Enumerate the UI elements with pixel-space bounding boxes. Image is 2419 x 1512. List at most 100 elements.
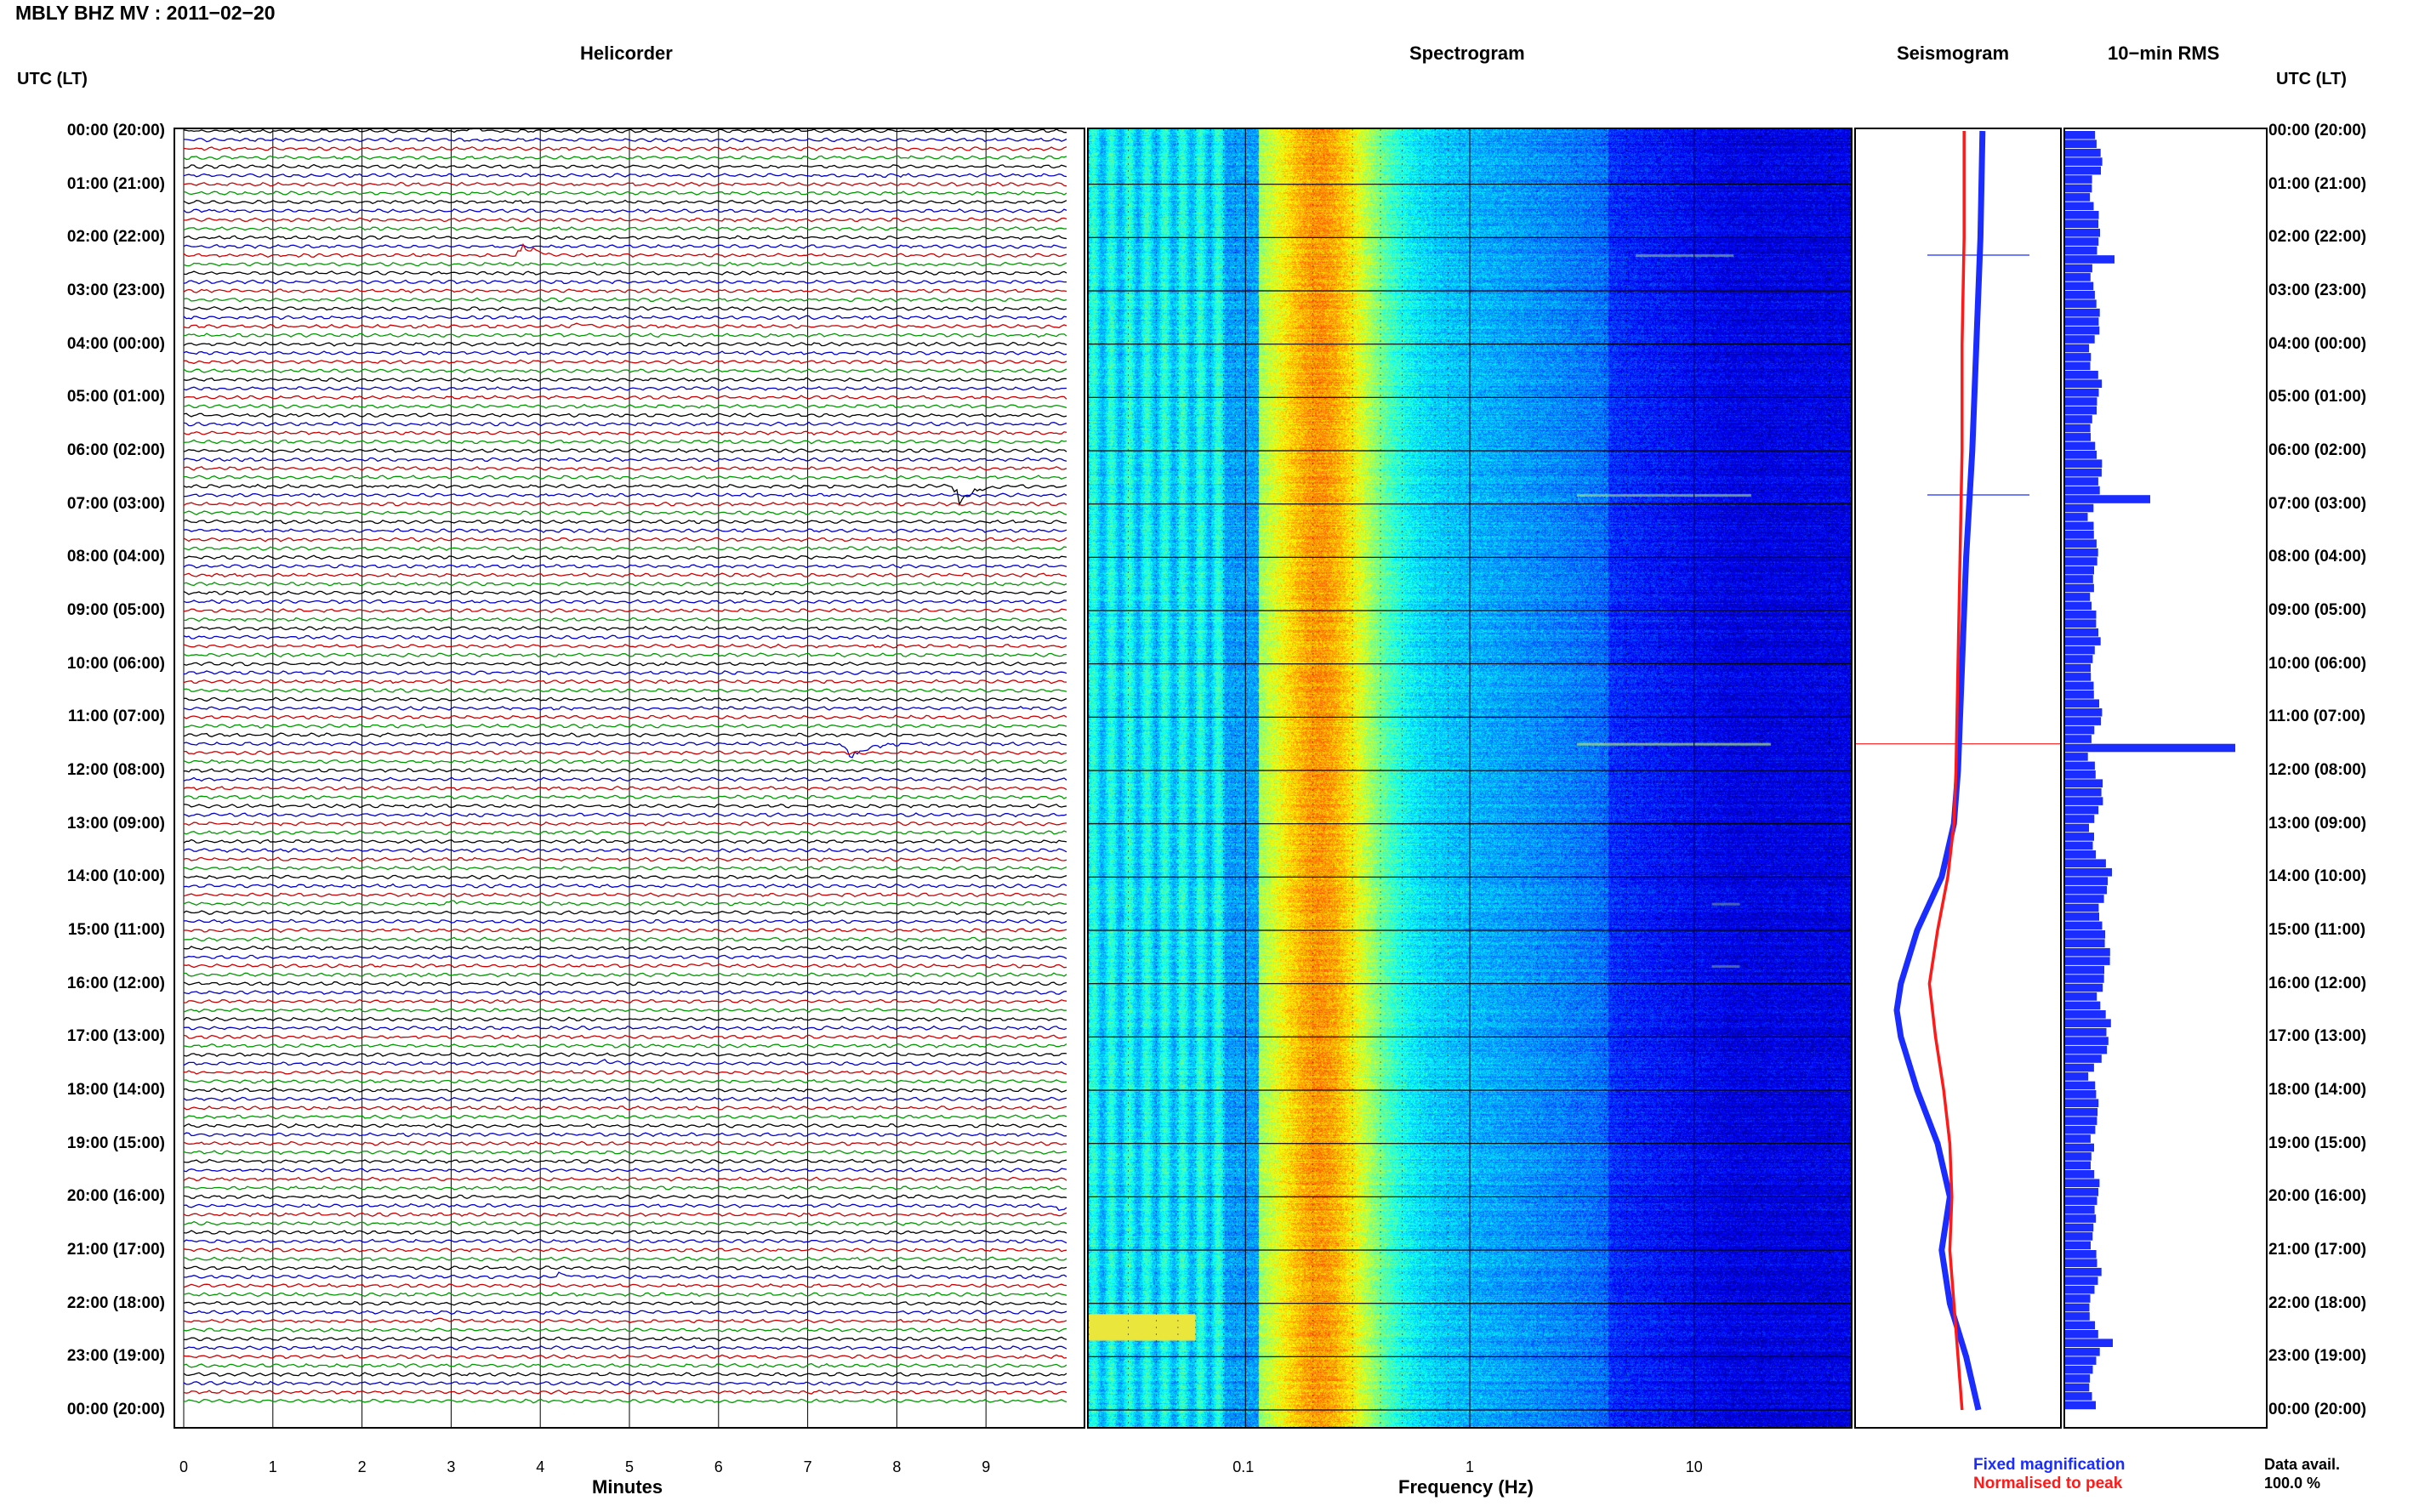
helicorder-trace (183, 990, 1067, 995)
helicorder-trace (183, 1123, 1067, 1128)
time-label-right: 22:00 (18:00) (2268, 1293, 2367, 1312)
rms-bar (2065, 503, 2094, 513)
rms-bar (2065, 1161, 2091, 1170)
helicorder-trace (183, 670, 1067, 675)
helicorder-trace (183, 750, 1067, 756)
rms-bar (2065, 779, 2103, 787)
helicorder-trace (183, 590, 1067, 596)
helicorder-trace (183, 634, 1067, 640)
rms-bar (2065, 1205, 2095, 1214)
rms-bar (2065, 841, 2093, 850)
rms-bar (2065, 1045, 2108, 1054)
rms-bar (2065, 237, 2099, 246)
spectrogram-tick-label: 1 (1466, 1458, 1475, 1475)
station-title: MBLY BHZ MV : 2011−02−20 (15, 2, 276, 24)
helicorder-trace (183, 377, 1067, 383)
helicorder-trace (183, 1070, 1067, 1076)
rms-bar (2065, 539, 2097, 548)
rms-bar (2065, 1197, 2097, 1205)
rms-bar (2065, 717, 2102, 725)
rms-bar (2065, 1152, 2092, 1161)
rms-bar (2065, 583, 2094, 593)
rms-bar (2065, 735, 2092, 743)
helicorder-trace (184, 359, 1067, 365)
rms-bar (2065, 903, 2099, 912)
spectrogram-panel (1087, 128, 1853, 1429)
rms-bar (2065, 548, 2098, 557)
helicorder-trace (183, 892, 1067, 898)
helicorder-trace (183, 199, 1067, 205)
helicorder-trace (183, 866, 1067, 871)
time-label-left: 05:00 (01:00) (66, 388, 165, 406)
time-label-left: 16:00 (12:00) (66, 974, 165, 992)
rms-bar (2065, 859, 2106, 867)
data-avail-value: 100.0 % (2264, 1475, 2321, 1492)
rms-bar (2065, 557, 2097, 566)
helicorder-trace (183, 1390, 1067, 1395)
rms-bar (2065, 1001, 2101, 1010)
helicorder-trace (183, 466, 1067, 471)
helicorder-trace (183, 155, 1067, 161)
rms-bar (2065, 1037, 2109, 1045)
helicorder-trace (183, 998, 1067, 1004)
time-label-right: 08:00 (04:00) (2268, 548, 2367, 566)
helicorder-trace (183, 625, 1067, 631)
helicorder-trace (183, 1317, 1067, 1324)
helicorder-tick-label: 3 (447, 1458, 456, 1475)
spectrogram-xlabel: Frequency (Hz) (1398, 1476, 1534, 1498)
helicorder-trace (183, 1220, 1067, 1226)
helicorder-trace (183, 403, 1067, 409)
rms-bar (2065, 601, 2092, 611)
rms-bar (2065, 166, 2101, 175)
rms-bar (2065, 753, 2088, 761)
rms-bar (2065, 850, 2097, 859)
helicorder-trace (183, 732, 1067, 738)
rms-bar (2065, 495, 2150, 503)
helicorder-trace (183, 981, 1067, 986)
time-label-left: 21:00 (17:00) (66, 1241, 165, 1259)
rms-bar (2065, 1125, 2096, 1134)
helicorder-trace (183, 785, 1067, 791)
rms-bar (2065, 645, 2095, 655)
helicorder-trace (183, 803, 1067, 809)
helicorder-xlabel: Minutes (592, 1476, 663, 1498)
rms-bar (2065, 1312, 2090, 1321)
helicorder-trace (183, 270, 1067, 276)
helicorder-trace (183, 457, 1067, 463)
time-label-right: 03:00 (23:00) (2268, 281, 2367, 299)
rms-bar (2065, 1241, 2091, 1250)
helicorder-trace (183, 137, 1067, 143)
helicorder-trace (183, 501, 1067, 507)
rms-bar (2065, 513, 2088, 521)
time-label-left: 15:00 (11:00) (67, 921, 165, 939)
time-label-left: 00:00 (20:00) (66, 1401, 165, 1418)
helicorder-trace (183, 546, 1067, 551)
rms-bar (2065, 1285, 2095, 1294)
rms-bar (2065, 833, 2094, 841)
rms-bar (2065, 415, 2092, 423)
spectrogram-title: Spectrogram (1409, 43, 1525, 64)
helicorder-trace (183, 946, 1067, 951)
helicorder-trace (183, 1362, 1067, 1368)
seismogram-panel (1854, 128, 2062, 1429)
helicorder-plot (183, 129, 1067, 1427)
helicorder-trace (183, 643, 1067, 649)
helicorder-trace (183, 706, 1067, 711)
helicorder-trace (183, 714, 1067, 720)
helicorder-tick-label: 8 (892, 1458, 902, 1475)
helicorder-trace (183, 1256, 1067, 1262)
helicorder-trace (183, 1336, 1067, 1342)
rms-bar (2065, 148, 2101, 157)
time-label-left: 04:00 (00:00) (66, 334, 165, 353)
rms-bar (2065, 1143, 2094, 1152)
helicorder-trace (183, 528, 1067, 533)
rms-bar (2065, 228, 2100, 237)
rms-bar (2065, 743, 2235, 753)
helicorder-trace (183, 1132, 1067, 1138)
helicorder-trace (184, 767, 1067, 773)
rms-bar (2065, 1072, 2089, 1081)
helicorder-trace (183, 1114, 1067, 1120)
rms-bar (2065, 1294, 2091, 1303)
rms-bar (2065, 433, 2091, 441)
helicorder-trace (183, 564, 1067, 569)
